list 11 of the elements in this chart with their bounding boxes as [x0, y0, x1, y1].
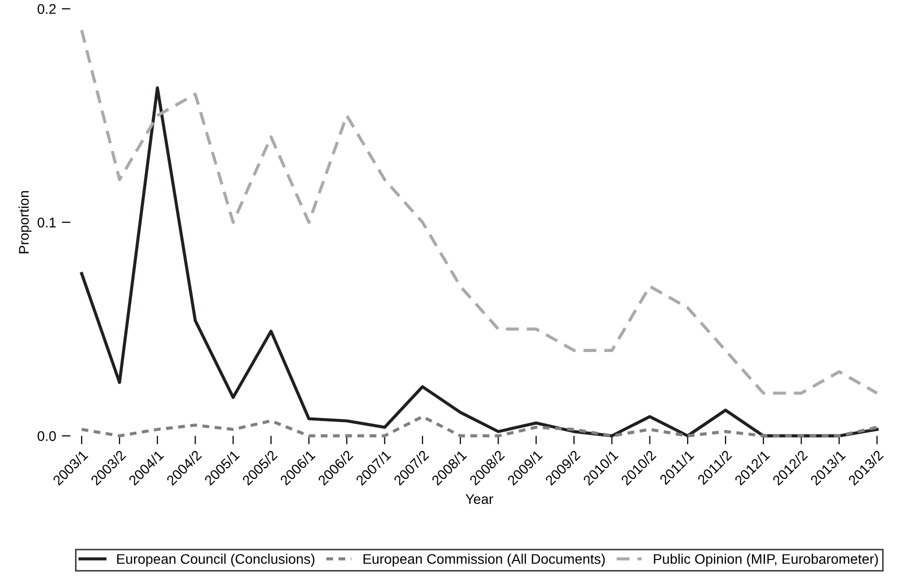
x-axis-title: Year [466, 494, 494, 504]
line-series [80, 415, 879, 438]
legend-label: European Council (Conclusions) [117, 554, 314, 567]
y-axis-title: Proportion [18, 191, 32, 254]
legend-label: European Commission (All Documents) [364, 554, 605, 567]
y-tick-label: 0.1 [38, 218, 56, 228]
y-tick-label: 0.2 [38, 4, 56, 14]
legend-label: Public Opinion (MIP, Eurobarometer) [654, 554, 878, 567]
line-series [80, 28, 879, 395]
y-tick-label: 0.0 [38, 431, 56, 441]
line-series [80, 86, 879, 438]
